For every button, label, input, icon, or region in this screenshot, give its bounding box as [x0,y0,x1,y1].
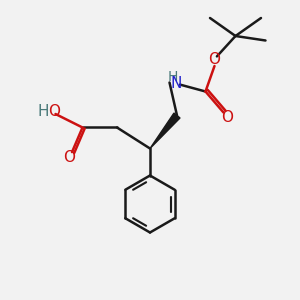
Text: O: O [208,52,220,68]
Text: O: O [48,104,60,119]
Text: O: O [64,150,76,165]
Text: H: H [168,70,178,84]
Text: N: N [170,76,182,92]
Polygon shape [150,113,180,148]
Text: O: O [221,110,233,125]
Text: H: H [37,104,49,119]
